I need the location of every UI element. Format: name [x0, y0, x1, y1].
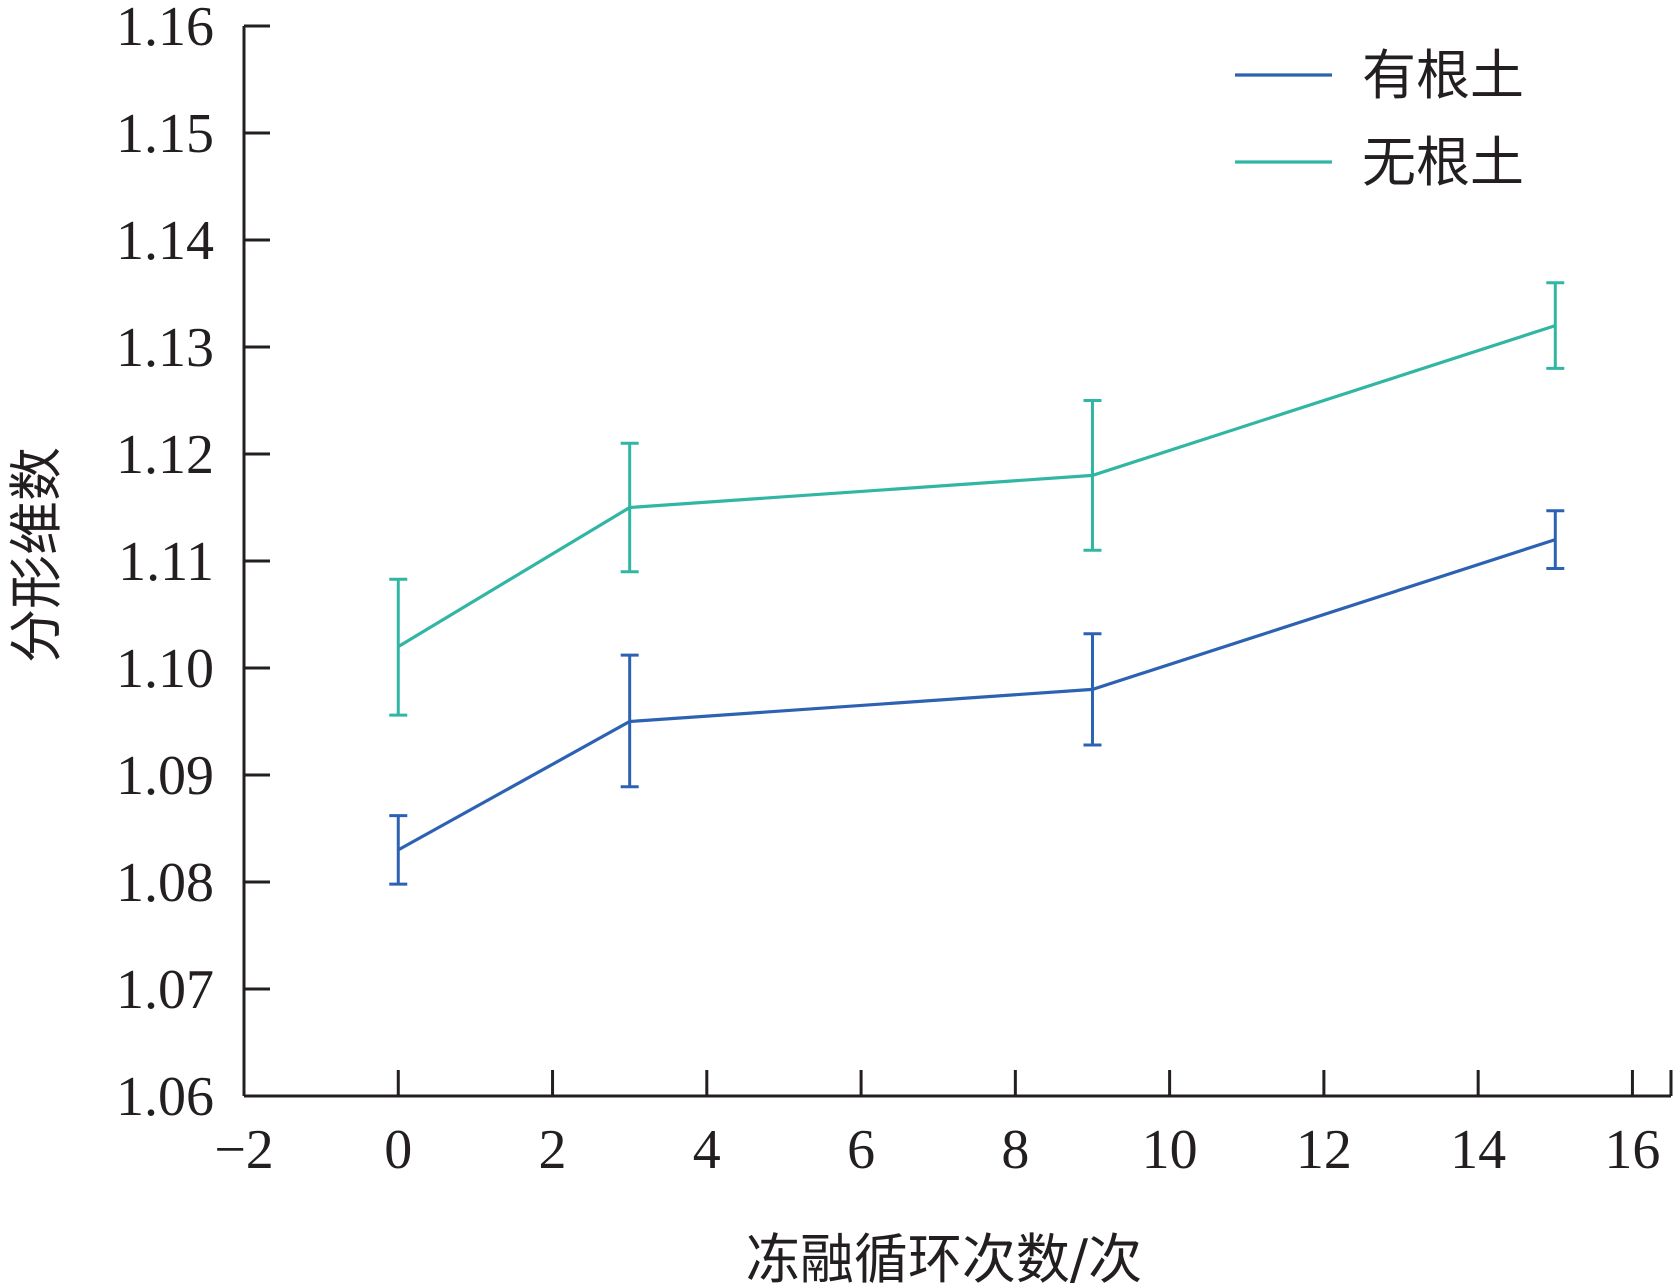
legend-item: 有根土	[1235, 44, 1524, 107]
y-tick-label: 1.13	[116, 317, 214, 379]
x-tick-label: 14	[1450, 1119, 1506, 1181]
y-tick-label: 1.11	[118, 531, 214, 593]
y-tick-label: 1.15	[116, 103, 214, 165]
x-tick-label: 12	[1296, 1119, 1352, 1181]
y-tick-label: 1.14	[116, 210, 214, 272]
y-tick-label: 1.08	[116, 852, 214, 914]
y-tick-label: 1.07	[116, 959, 214, 1021]
series-line	[397, 538, 1556, 852]
legend-label: 无根土	[1362, 131, 1524, 194]
y-tick-label: 1.06	[116, 1066, 214, 1128]
x-tick-label: 8	[1001, 1119, 1029, 1181]
series-1	[389, 509, 1565, 886]
y-tick-label: 1.16	[116, 0, 214, 58]
x-tick-label: 4	[693, 1119, 721, 1181]
legend-label: 有根土	[1362, 44, 1524, 107]
x-axis-title: 冻融循环次数/次	[746, 1228, 1142, 1288]
x-tick-label: −2	[214, 1119, 274, 1181]
series-2	[389, 281, 1565, 717]
axes: 1.06 1.07 1.08 1.09 1.10 1.11 1.12 1.13 1.14 1.15…	[116, 0, 1673, 1181]
y-axis-title: 分形维数	[5, 447, 68, 663]
y-tick-label: 1.09	[116, 745, 214, 807]
series-line	[397, 324, 1556, 648]
x-tick-label: 0	[384, 1119, 412, 1181]
x-tick-label: 10	[1142, 1119, 1198, 1181]
x-tick-label: 6	[847, 1119, 875, 1181]
legend-item: 无根土	[1235, 131, 1524, 194]
y-tick-label: 1.12	[116, 424, 214, 486]
series-layer	[389, 281, 1565, 886]
y-tick-label: 1.10	[116, 638, 214, 700]
x-tick-label: 16	[1604, 1119, 1660, 1181]
x-tick-label: 2	[539, 1119, 567, 1181]
